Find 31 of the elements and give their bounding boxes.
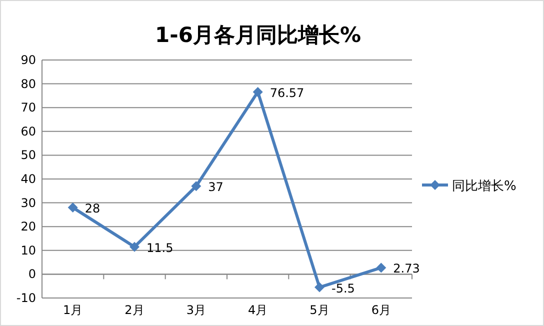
x-tick-label: 6月	[371, 303, 391, 317]
x-tick-label: 2月	[124, 303, 144, 317]
y-tick-label: 60	[20, 124, 36, 138]
y-tick-label: 40	[20, 172, 36, 186]
legend-label: 同比增长%	[452, 179, 516, 194]
point	[252, 86, 263, 97]
y-tick-label: 30	[20, 196, 36, 210]
y-tick-label: 20	[20, 220, 36, 234]
x-tick-label: 5月	[310, 303, 330, 317]
data-label: 76.57	[270, 86, 304, 100]
x-tick-label: 4月	[248, 303, 268, 317]
point	[191, 181, 202, 192]
chart-title: 1-6月各月同比增长%	[155, 23, 361, 47]
data-label: 28	[84, 202, 100, 216]
y-tick-label: 80	[20, 76, 36, 91]
data-label: 37	[208, 180, 224, 194]
y-tick-label: -10	[16, 291, 36, 305]
point	[376, 262, 386, 273]
point	[314, 282, 324, 292]
y-tick-label: 10	[20, 243, 36, 258]
y-tick-label: 50	[20, 148, 36, 162]
x-tick-label: 1月	[63, 303, 83, 317]
point	[68, 202, 78, 213]
y-tick-label: 90	[20, 53, 36, 67]
x-tick-label: 3月	[186, 303, 206, 317]
data-label: 2.73	[393, 262, 420, 276]
point	[130, 242, 140, 252]
data-label: -5.5	[332, 281, 355, 296]
y-tick-label: 70	[20, 100, 36, 115]
data-label: 11.5	[146, 240, 174, 255]
y-tick-label: 0	[28, 267, 36, 282]
